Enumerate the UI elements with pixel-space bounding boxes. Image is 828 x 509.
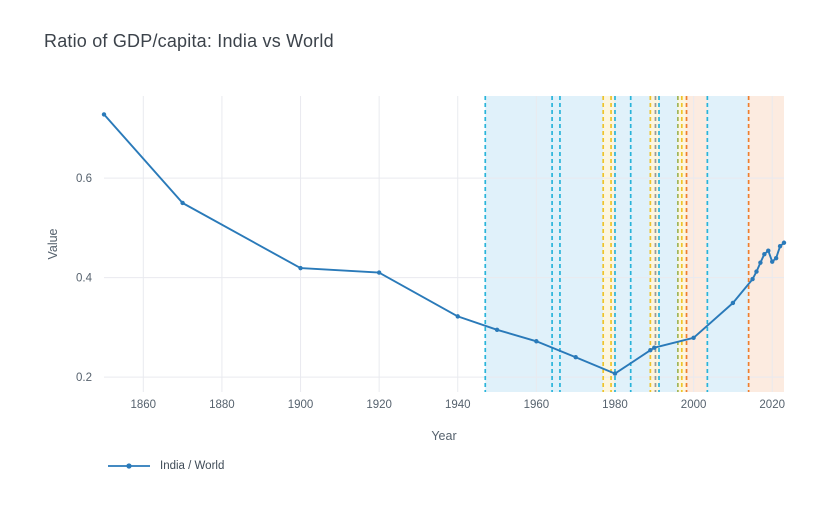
x-tick-label: 1960 [524, 399, 550, 411]
data-point [691, 335, 696, 340]
data-point [376, 270, 382, 275]
x-tick-label: 1860 [131, 399, 157, 411]
data-point [612, 371, 618, 376]
period-band [659, 96, 678, 392]
data-point [781, 240, 787, 245]
y-tick-label: 0.6 [76, 173, 92, 185]
x-tick-label: 1940 [445, 399, 471, 411]
legend-label: India / World [160, 460, 225, 472]
x-tick-label: 2020 [759, 399, 785, 411]
data-point [762, 251, 767, 257]
x-axis-title: Year [431, 429, 456, 443]
data-point [777, 244, 783, 249]
series-line [103, 113, 785, 375]
period-band [707, 96, 749, 392]
data-point [770, 259, 775, 264]
y-tick-label: 0.4 [76, 273, 93, 285]
x-tick-label: 1980 [602, 399, 628, 411]
period-band [686, 96, 708, 392]
data-point [494, 327, 500, 333]
x-tick-label: 2000 [681, 399, 707, 411]
x-tick-label: 1880 [209, 399, 235, 411]
data-point [766, 248, 771, 253]
data-point [750, 276, 755, 282]
period-band [603, 96, 615, 392]
data-point [758, 260, 763, 265]
x-tick-label: 1900 [288, 399, 314, 411]
legend-line-marker-icon [108, 463, 150, 469]
data-point [730, 300, 736, 306]
data-point [573, 354, 578, 360]
data-point [298, 265, 303, 271]
data-point [455, 314, 460, 319]
x-tick-label: 1920 [366, 399, 392, 411]
data-point [101, 112, 107, 117]
y-tick-label: 0.2 [76, 372, 92, 384]
data-point [648, 348, 653, 353]
period-band [614, 96, 651, 392]
period-band [485, 96, 604, 392]
data-point [773, 255, 779, 261]
data-point [754, 269, 759, 274]
period-band [748, 96, 784, 392]
y-axis-title: Value [46, 228, 60, 259]
legend[interactable]: India / World [107, 460, 224, 472]
data-point [534, 339, 539, 344]
chart-title: Ratio of GDP/capita: India vs World [44, 31, 334, 51]
data-point [180, 200, 185, 206]
data-point [652, 345, 657, 350]
